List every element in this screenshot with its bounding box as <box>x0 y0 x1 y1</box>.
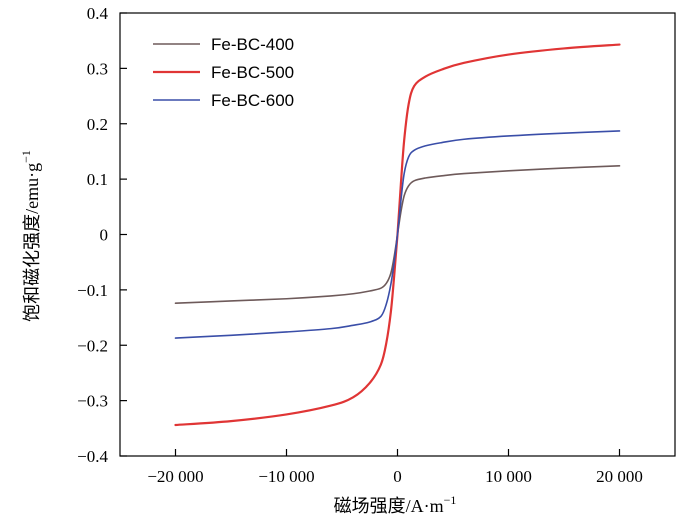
y-tick-label: 0.2 <box>87 115 108 134</box>
y-tick-label: −0.2 <box>77 336 108 355</box>
y-axis-title-superscript: −1 <box>19 150 33 163</box>
x-axis-title-text: 磁场强度/A·m <box>334 496 444 516</box>
tick-layer: −0.4 −0.3 −0.2 −0.1 0 0.1 0.2 0.3 0.4 −20 000 −10 … <box>77 4 643 486</box>
series-line-fe-bc-600 <box>174 130 621 339</box>
y-axis-title-text: 饱和磁化强度/emu·g <box>22 163 42 322</box>
legend-label-fe-bc-600: Fe-BC-600 <box>211 91 294 110</box>
y-tick-label: −0.3 <box>77 392 108 411</box>
y-tick-label: −0.1 <box>77 281 108 300</box>
legend-label-fe-bc-400: Fe-BC-400 <box>211 35 294 54</box>
y-axis-title: 饱和磁化强度/emu·g−1 <box>19 150 42 322</box>
y-tick-label: 0.3 <box>87 59 108 78</box>
x-tick-label: 0 <box>393 467 402 486</box>
legend-layer: Fe-BC-400 Fe-BC-500 Fe-BC-600 <box>153 35 294 110</box>
legend-label-fe-bc-500: Fe-BC-500 <box>211 63 294 82</box>
x-tick-label: 10 000 <box>485 467 532 486</box>
x-tick-label: −20 000 <box>147 467 203 486</box>
y-tick-label: 0 <box>100 226 109 245</box>
x-tick-label: −10 000 <box>258 467 314 486</box>
y-tick-label: 0.1 <box>87 170 108 189</box>
y-tick-label: 0.4 <box>87 4 109 23</box>
x-axis-title-superscript: −1 <box>444 493 457 507</box>
x-tick-label: 20 000 <box>596 467 643 486</box>
series-layer <box>174 43 621 427</box>
x-axis-title: 磁场强度/A·m−1 <box>334 493 457 516</box>
y-tick-label: −0.4 <box>77 447 108 466</box>
